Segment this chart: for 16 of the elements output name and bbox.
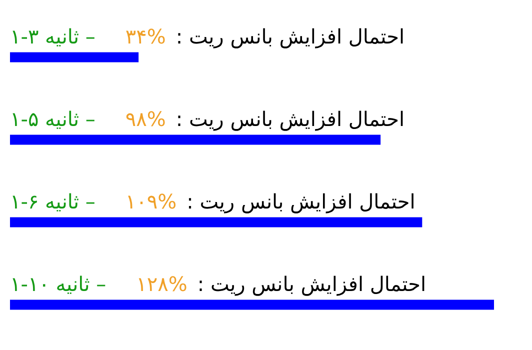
y-tick-label: – ثانیه ۱-۶ xyxy=(10,189,96,214)
annotation: احتمال افزایش بانس ریت : xyxy=(176,24,405,48)
y-tick-label: – ثانیه ۱-۵ xyxy=(10,106,96,131)
data-label: ۹۸% xyxy=(125,106,166,131)
data-label: ۳۴% xyxy=(125,24,166,48)
bar xyxy=(10,300,494,310)
y-tick-label: – ثانیه ۱-۳ xyxy=(10,24,96,48)
data-label: ۱۲۸% xyxy=(136,272,188,296)
annotation: احتمال افزایش بانس ریت : xyxy=(197,272,426,296)
data-label: ۱۰۹% xyxy=(125,189,177,214)
y-tick-label: – ثانیه ۱-۱۰ xyxy=(10,272,106,296)
bar xyxy=(10,217,422,228)
annotation: احتمال افزایش بانس ریت : xyxy=(186,189,416,214)
bar xyxy=(10,52,139,62)
bar xyxy=(10,134,381,145)
annotation: احتمال افزایش بانس ریت : xyxy=(176,106,405,131)
